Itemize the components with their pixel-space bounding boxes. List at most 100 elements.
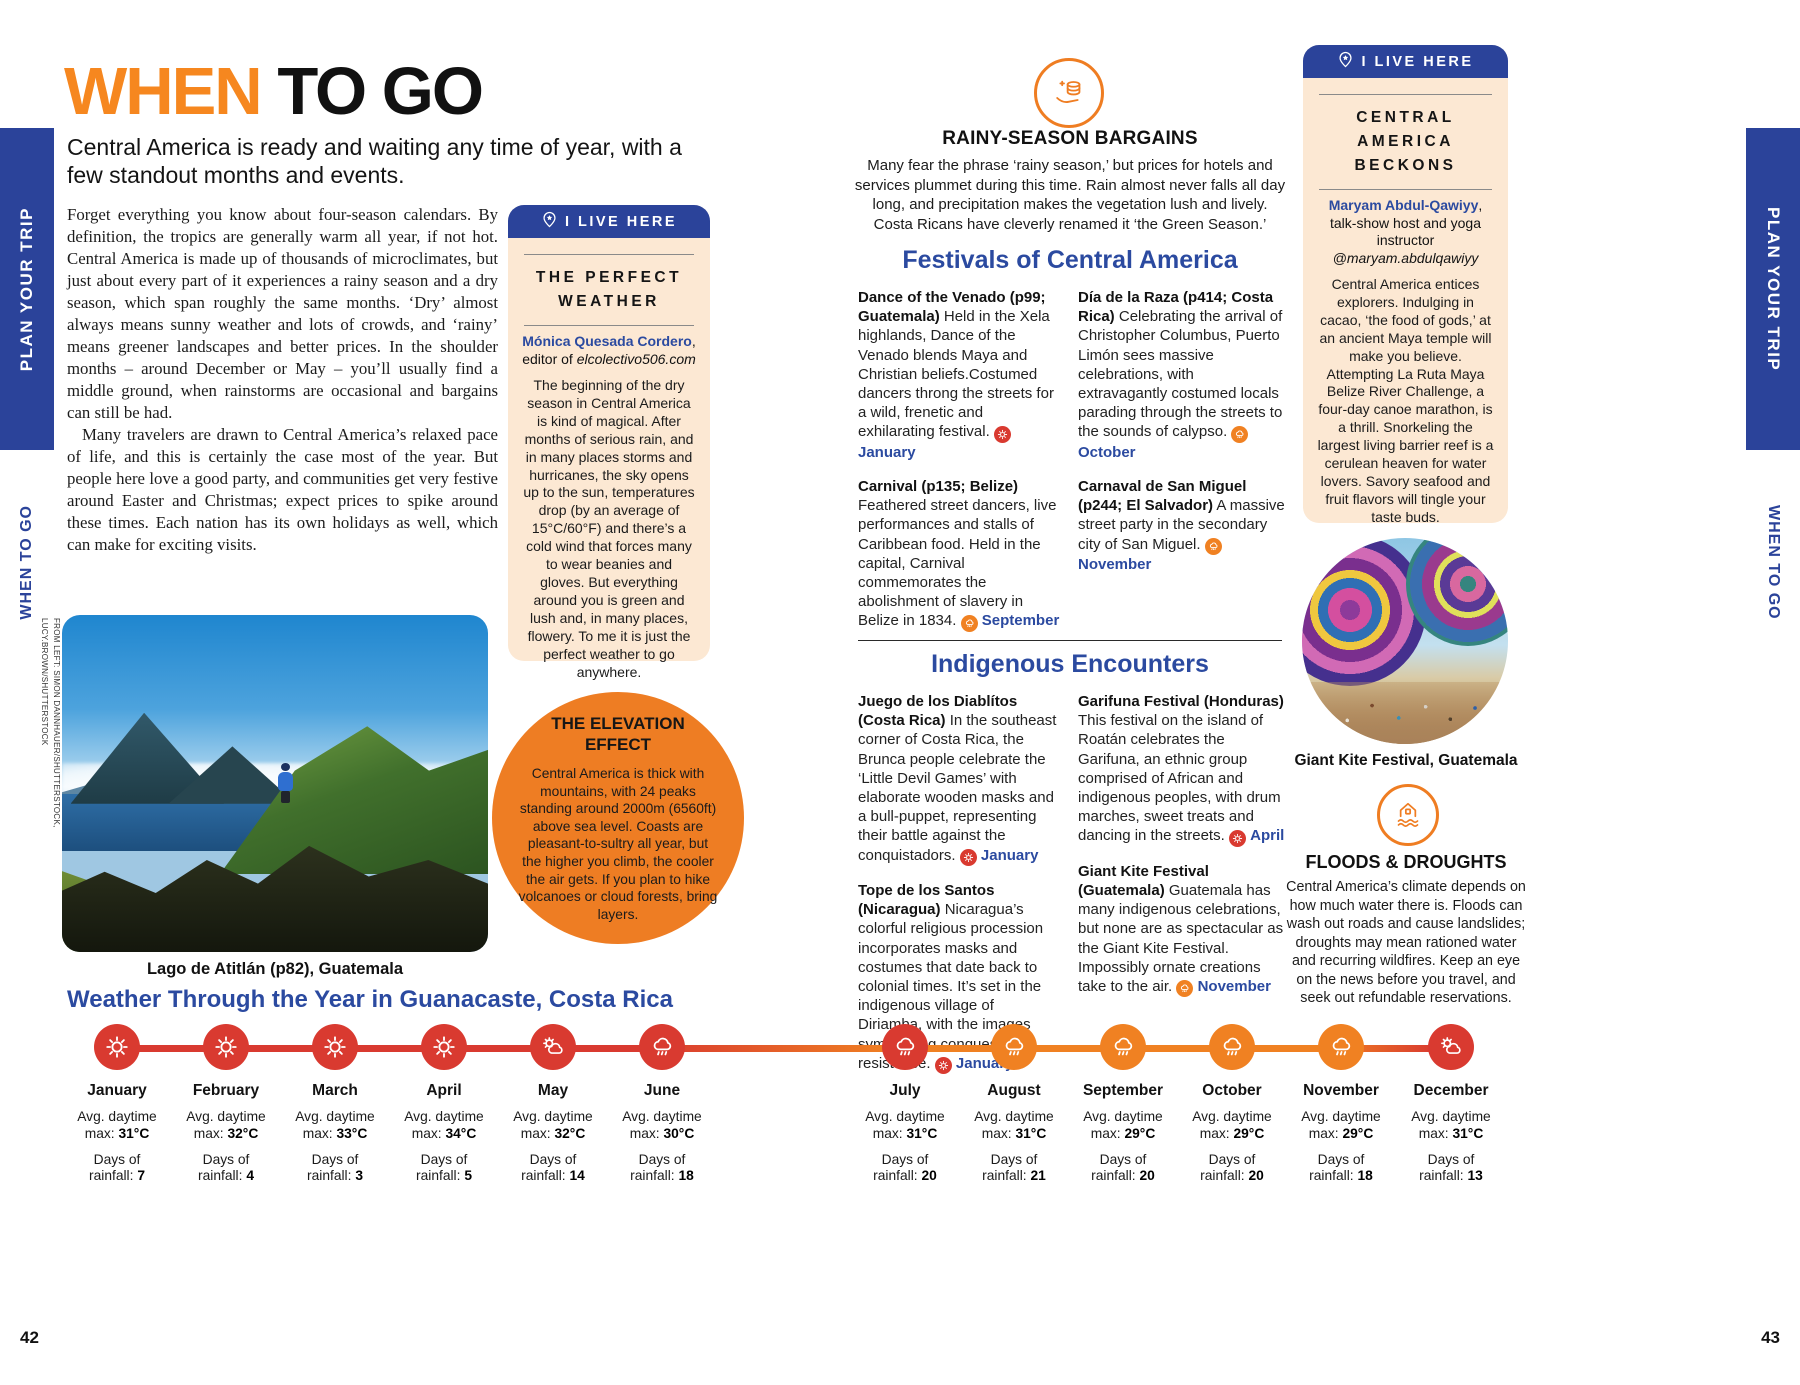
month-rainfall: Days of rainfall: 13 [1419,1151,1483,1184]
indigenous-body: This festival on the island of Roatán ce… [1078,712,1281,845]
i-live-here-header: I LIVE HERE [1303,45,1508,78]
author-name: Maryam Abdul-Qawiyy [1328,197,1479,214]
month-rainfall: Days of rainfall: 14 [521,1151,585,1184]
month-rainfall: Days of rainfall: 21 [982,1151,1046,1184]
festival-entry: Carnaval de San Miguel (p244; El Salvado… [1078,477,1286,574]
month-temp: Avg. daytime max: 34°C [404,1109,484,1141]
festival-entry: Dance of the Venado (p99; Guatemala) Hel… [858,288,1062,462]
month-name: January [87,1082,147,1099]
month-temp: Avg. daytime max: 29°C [1083,1109,1163,1141]
photo-lago-de-atitlan [62,615,488,952]
right-edge-tab: PLAN YOUR TRIP [1746,128,1800,450]
timeline-month-august: August Avg. daytime max: 31°C Days of rain… [954,1024,1074,1185]
month-rainfall: Days of rainfall: 3 [306,1151,363,1184]
indigenous-body: In the southeast corner of Costa Rica, t… [858,712,1057,864]
indigenous-month: November [1197,977,1271,995]
weather-timeline-heading: Weather Through the Year in Guanacaste, … [67,986,673,1013]
photo-caption: Lago de Atitlán (p82), Guatemala [146,960,404,978]
festival-title: Carnival (p135; Belize) [858,478,1019,495]
festivals-column-right: Día de la Raza (p414; Costa Rica) Celebr… [1078,288,1286,589]
timeline-month-november: November Avg. daytime max: 29°C Days of ra… [1281,1024,1401,1185]
month-name: October [1202,1082,1262,1099]
page-title-black: TO GO [260,54,484,129]
rain-cloud-icon [991,1024,1037,1070]
i-live-here-label: I LIVE HERE [1361,53,1474,70]
rain-cloud-icon [882,1024,928,1070]
timeline-month-june: June Avg. daytime max: 30°C Days of rainfa… [602,1024,722,1185]
author-handle: @maryam.abdulqawiyy [1332,249,1479,266]
festival-entry: Día de la Raza (p414; Costa Rica) Celebr… [1078,288,1286,462]
month-temp: Avg. daytime max: 32°C [513,1109,593,1141]
festival-month: January [858,443,916,461]
floods-droughts-title: FLOODS & DROUGHTS [1305,852,1507,872]
festivals-column-left: Dance of the Venado (p99; Guatemala) Hel… [858,288,1062,647]
intro-paragraph-1: Forget everything you know about four-se… [67,205,498,422]
box-content: THE PERFECT WEATHER Mónica Quesada Corde… [508,238,710,681]
indigenous-entry: Giant Kite Festival (Guatemala) Guatemal… [1078,862,1286,998]
sun-icon [1228,829,1246,847]
map-pin-star-icon [1337,51,1354,72]
festival-body: Feathered street dancers, live performan… [858,497,1057,630]
right-section-label-wrap: WHEN TO GO [1746,462,1800,662]
indigenous-month: January [980,846,1039,864]
box-content: CENTRAL AMERICA BECKONS Maryam Abdul-Qaw… [1303,78,1508,527]
elevation-effect-circle: THE ELEVATION EFFECT Central America is … [492,692,744,944]
page-number-left: 42 [20,1328,39,1347]
festival-month: November [1078,556,1152,574]
right-tab-label: PLAN YOUR TRIP [1764,206,1783,372]
timeline-month-september: September Avg. daytime max: 29°C Days of r… [1063,1024,1183,1185]
author-role: , editor of [522,333,696,367]
festival-body: Held in the Xela highlands, Dance of the… [858,308,1054,441]
rule [524,254,694,255]
month-rainfall: Days of rainfall: 4 [197,1151,254,1184]
rule [1319,94,1492,95]
timeline-month-january: January Avg. daytime max: 31°C Days of rai… [57,1024,177,1185]
photo-credit-line1: FROM LEFT: SIMON DANNHAUER/SHUTTERSTOCK, [52,618,61,828]
month-name: July [889,1082,921,1099]
section-divider [858,640,1282,641]
festival-title: Día de la Raza (p414; Costa Rica) [1078,289,1274,326]
month-name: February [192,1082,260,1099]
page-number-right: 43 [1761,1328,1780,1347]
month-rainfall: Days of rainfall: 20 [1091,1151,1155,1184]
indigenous-title: Juego de los Diablítos (Costa Rica) [858,693,1018,730]
festival-title: Dance of the Venado (p99; Guatemala) [858,289,1046,326]
festival-entry: Carnival (p135; Belize) Feathered street… [858,477,1062,632]
i-live-here-box-perfect-weather: I LIVE HERE THE PERFECT WEATHER Mónica Q… [508,205,710,680]
photo-credit-line2: LUCY.BROWN/SHUTTERSTOCK [40,618,49,746]
box-body: Central America entices explorers. Indul… [1317,276,1494,525]
rainy-season-bargains-title: RAINY-SEASON BARGAINS [942,128,1198,149]
box-body: The beginning of the dry season in Centr… [523,377,695,680]
festival-body: A massive street party in the secondary … [1078,497,1285,553]
month-rainfall: Days of rainfall: 7 [88,1151,145,1184]
rain-cloud-icon [1209,1024,1255,1070]
author-site: elcolectivo506.com [576,350,696,367]
byline: Maryam Abdul-Qawiyy, talk-show host and … [1317,197,1494,267]
giant-kite [1302,538,1426,686]
month-temp: Avg. daytime max: 31°C [1411,1109,1491,1141]
festival-month: September [981,612,1060,630]
rain-cloud-icon [1100,1024,1146,1070]
rule [1319,189,1492,191]
indigenous-title: Garifuna Festival (Honduras) [1078,693,1284,710]
map-pin-star-icon [541,211,558,232]
rain-cloud-icon [960,614,978,632]
timeline-month-may: May Avg. daytime max: 32°C Days of rainfal… [493,1024,613,1185]
indigenous-month: April [1250,827,1285,845]
month-rainfall: Days of rainfall: 18 [1309,1151,1373,1184]
indigenous-column-right: Garifuna Festival (Honduras) This festiv… [1078,692,1286,1012]
rain-cloud-icon [1176,980,1194,998]
month-temp: Avg. daytime max: 29°C [1301,1109,1381,1141]
i-live-here-label: I LIVE HERE [564,213,678,230]
month-temp: Avg. daytime max: 31°C [974,1109,1054,1141]
rain-cloud-icon [1318,1024,1364,1070]
timeline-line [110,1045,1462,1052]
intro-paragraph-2: Many travelers are drawn to Central Amer… [67,425,498,554]
elevation-body: Central America is thick with mountains,… [518,766,718,922]
left-edge-tab: PLAN YOUR TRIP [0,128,54,450]
sun-icon [934,1057,952,1075]
kite-photo-crowd [1302,682,1508,744]
floods-droughts-body: Central America’s climate depends on how… [1286,879,1526,1007]
month-name: June [643,1082,681,1099]
